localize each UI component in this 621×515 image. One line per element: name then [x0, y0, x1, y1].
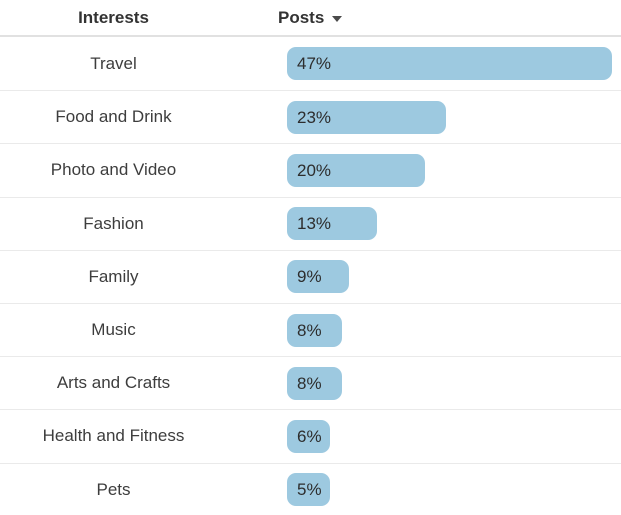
interest-label: Health and Fitness [42, 426, 185, 446]
posts-bar-value: 5% [297, 480, 322, 500]
table-row: Family 9% [0, 249, 621, 303]
interest-label: Food and Drink [55, 107, 172, 127]
posts-column-header-label: Posts [278, 7, 325, 27]
table-row: Fashion 13% [0, 196, 621, 250]
table-row: Food and Drink 23% [0, 90, 621, 143]
table-row: Photo and Video 20% [0, 143, 621, 196]
interest-label: Travel [90, 53, 137, 73]
posts-bar-area: 20% [287, 153, 612, 187]
posts-bar-area: 5% [287, 473, 612, 507]
table-row: Health and Fitness 6% [0, 409, 621, 462]
table-row: Pets 5% [0, 462, 621, 515]
posts-bar-value: 6% [297, 426, 322, 446]
table-row: Music 8% [0, 302, 621, 356]
table-row: Travel 47% [0, 37, 621, 90]
posts-bar-value: 8% [297, 373, 322, 393]
posts-bar: 13% [287, 207, 377, 241]
interests-column-header: Interests [78, 7, 149, 27]
interest-label: Family [88, 266, 139, 286]
posts-bar: 20% [287, 153, 426, 187]
interest-label: Music [91, 320, 136, 340]
posts-bar-value: 9% [297, 267, 322, 287]
posts-bar-value: 13% [297, 214, 332, 234]
interest-label: Photo and Video [50, 160, 177, 180]
interest-label: Fashion [83, 213, 144, 233]
interest-label: Arts and Crafts [56, 373, 171, 393]
posts-bar-area: 47% [287, 47, 612, 81]
posts-bar-area: 6% [287, 419, 612, 453]
caret-down-icon [332, 15, 343, 22]
posts-bar-area: 8% [287, 366, 612, 400]
posts-bar: 5% [287, 473, 330, 507]
posts-bar: 9% [287, 260, 350, 294]
posts-bar: 8% [287, 366, 343, 400]
posts-bar-value: 47% [297, 54, 332, 74]
posts-bar: 8% [287, 313, 343, 347]
table-body: Travel 47% Food and Drink 23% Photo and … [0, 37, 621, 515]
table-header-row: Interests Posts [0, 0, 621, 37]
posts-bar: 47% [287, 47, 612, 81]
posts-bar-value: 20% [297, 160, 332, 180]
posts-bar-area: 23% [287, 100, 612, 134]
interest-label: Pets [96, 479, 131, 499]
table-row: Arts and Crafts 8% [0, 356, 621, 409]
posts-bar: 23% [287, 100, 447, 134]
posts-bar-area: 8% [287, 313, 612, 347]
posts-bar-area: 13% [287, 207, 612, 241]
posts-bar-area: 9% [287, 260, 612, 294]
posts-bar: 6% [287, 419, 330, 453]
posts-column-header-sort[interactable]: Posts [278, 7, 343, 28]
posts-bar-value: 23% [297, 107, 332, 127]
posts-bar-value: 8% [297, 320, 322, 340]
